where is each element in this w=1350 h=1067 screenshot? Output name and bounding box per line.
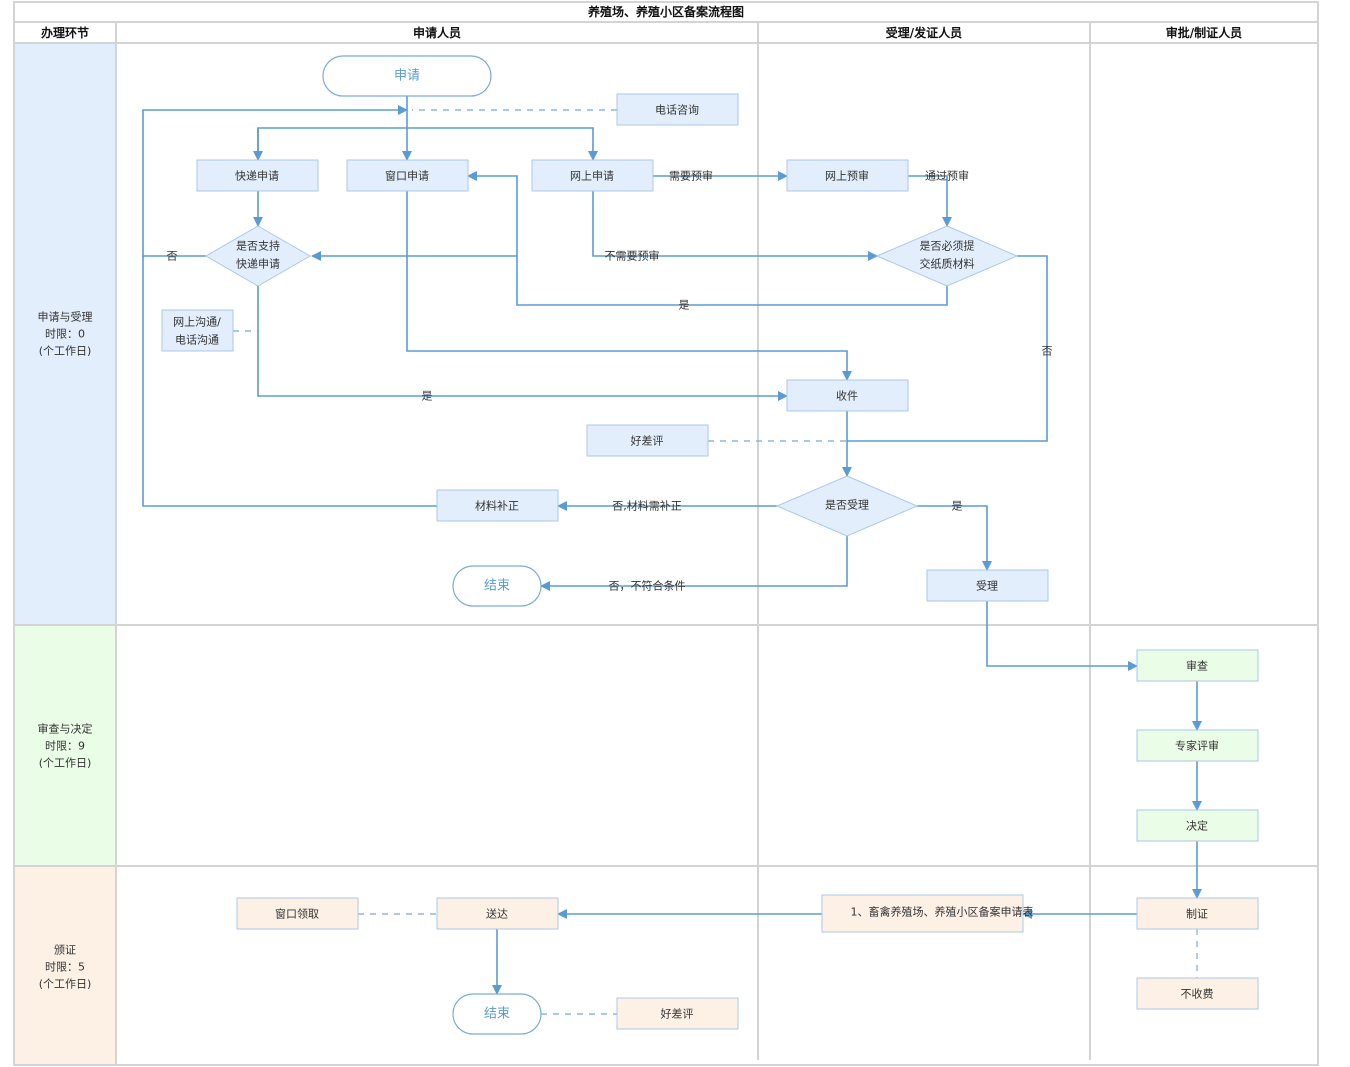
stage-cell-2 — [15, 625, 116, 866]
end-node-1[interactable]: 结束 — [452, 565, 542, 607]
svg-text:是否必须提: 是否必须提 — [920, 240, 975, 253]
svg-text:时限：0: 时限：0 — [45, 328, 85, 341]
node-phone-consult[interactable]: 电话咨询 — [616, 93, 739, 126]
node-make-certificate[interactable]: 制证 — [1136, 897, 1259, 930]
node-rating-2[interactable]: 好差评 — [616, 997, 739, 1030]
svg-text:受理: 受理 — [976, 580, 998, 593]
svg-text:(个工作日): (个工作日) — [39, 345, 92, 358]
edge-label-no-precheck: 不需要预审 — [605, 249, 660, 263]
svg-text:制证: 制证 — [1186, 908, 1208, 921]
edge-label-no-paper: 否 — [1042, 345, 1053, 358]
edge-label-unqualified: 否，不符合条件 — [609, 579, 686, 593]
swimlane-grid — [13, 1, 1319, 1066]
svg-text:收件: 收件 — [836, 389, 858, 403]
node-accept[interactable]: 受理 — [926, 569, 1049, 602]
svg-text:窗口领取: 窗口领取 — [275, 907, 319, 921]
svg-text:好差评: 好差评 — [661, 1007, 694, 1021]
node-online-apply[interactable]: 网上申请 — [531, 159, 654, 192]
column-header-approver: 审批/制证人员 — [1166, 25, 1242, 40]
edge-label-yes-accept: 是 — [952, 500, 963, 513]
svg-text:快递申请: 快递申请 — [236, 257, 280, 271]
node-no-fee[interactable]: 不收费 — [1136, 977, 1259, 1010]
svg-text:网上预审: 网上预审 — [825, 169, 869, 183]
node-online-communication[interactable]: 网上沟通/电话沟通 — [161, 309, 234, 352]
svg-text:(个工作日): (个工作日) — [39, 757, 92, 770]
svg-text:颁证: 颁证 — [54, 943, 76, 957]
node-application-form[interactable]: 1、畜禽养殖场、养殖小区备案申请表 — [821, 894, 1034, 933]
svg-text:是否支持: 是否支持 — [236, 239, 280, 253]
diagram-title: 养殖场、养殖小区备案流程图 — [587, 4, 744, 19]
node-review[interactable]: 审查 — [1136, 649, 1259, 682]
edge-label-supplement: 否,材料需补正 — [612, 499, 682, 513]
edges — [142, 96, 1202, 1015]
svg-text:申请: 申请 — [394, 69, 420, 84]
svg-text:交纸质材料: 交纸质材料 — [920, 257, 975, 271]
node-express-apply[interactable]: 快递申请 — [196, 159, 319, 192]
column-header-stage: 办理环节 — [41, 25, 89, 40]
svg-text:电话沟通: 电话沟通 — [175, 334, 219, 347]
end-node-2[interactable]: 结束 — [452, 993, 542, 1035]
node-decide[interactable]: 决定 — [1136, 809, 1259, 842]
node-window-apply[interactable]: 窗口申请 — [346, 159, 469, 192]
svg-text:(个工作日): (个工作日) — [39, 978, 92, 991]
node-online-precheck[interactable]: 网上预审 — [786, 159, 909, 192]
svg-text:网上申请: 网上申请 — [570, 170, 614, 183]
svg-text:是否受理: 是否受理 — [825, 499, 869, 512]
svg-text:申请与受理: 申请与受理 — [38, 311, 93, 324]
svg-text:好差评: 好差评 — [631, 434, 664, 448]
node-rating-1[interactable]: 好差评 — [586, 424, 709, 457]
node-window-pickup[interactable]: 窗口领取 — [236, 897, 359, 930]
column-header-acceptor: 受理/发证人员 — [886, 25, 962, 40]
stage-labels: 申请与受理 时限：0 (个工作日) 审查与决定 时限：9 (个工作日) 颁证 时… — [38, 311, 93, 991]
start-node[interactable]: 申请 — [322, 55, 492, 97]
edge-label-yes-express: 是 — [422, 390, 433, 403]
svg-text:1、畜禽养殖场、养殖小区备案申请表: 1、畜禽养殖场、养殖小区备案申请表 — [851, 905, 1034, 919]
svg-text:电话咨询: 电话咨询 — [655, 103, 699, 117]
node-expert-review[interactable]: 专家评审 — [1136, 729, 1259, 762]
svg-text:不收费: 不收费 — [1181, 987, 1214, 1001]
stage-cell-3 — [15, 866, 116, 1065]
svg-text:结束: 结束 — [484, 579, 510, 594]
column-header-applicant: 申请人员 — [413, 25, 461, 40]
node-deliver[interactable]: 送达 — [436, 897, 559, 930]
node-supplement[interactable]: 材料补正 — [436, 489, 559, 522]
svg-text:窗口申请: 窗口申请 — [385, 169, 429, 183]
svg-text:材料补正: 材料补正 — [475, 499, 519, 513]
svg-text:时限：5: 时限：5 — [45, 961, 85, 974]
svg-text:送达: 送达 — [486, 907, 508, 921]
svg-text:决定: 决定 — [1186, 819, 1208, 833]
node-receive[interactable]: 收件 — [786, 379, 909, 412]
svg-text:审查与决定: 审查与决定 — [38, 722, 93, 736]
edge-label-no-express: 否 — [167, 250, 178, 263]
svg-text:时限：9: 时限：9 — [45, 740, 85, 753]
edge-label-need-precheck: 需要预审 — [669, 169, 713, 183]
svg-text:审查: 审查 — [1186, 659, 1208, 673]
svg-text:结束: 结束 — [484, 1007, 510, 1022]
edge-label-yes-paper: 是 — [679, 299, 690, 312]
edge-label-pass-precheck: 通过预审 — [925, 169, 969, 183]
stage-cell-1 — [15, 43, 116, 625]
svg-text:快递申请: 快递申请 — [235, 169, 279, 183]
svg-text:网上沟通/: 网上沟通/ — [173, 316, 221, 329]
decision-accept[interactable]: 是否受理 — [775, 475, 919, 537]
svg-text:专家评审: 专家评审 — [1175, 739, 1219, 753]
